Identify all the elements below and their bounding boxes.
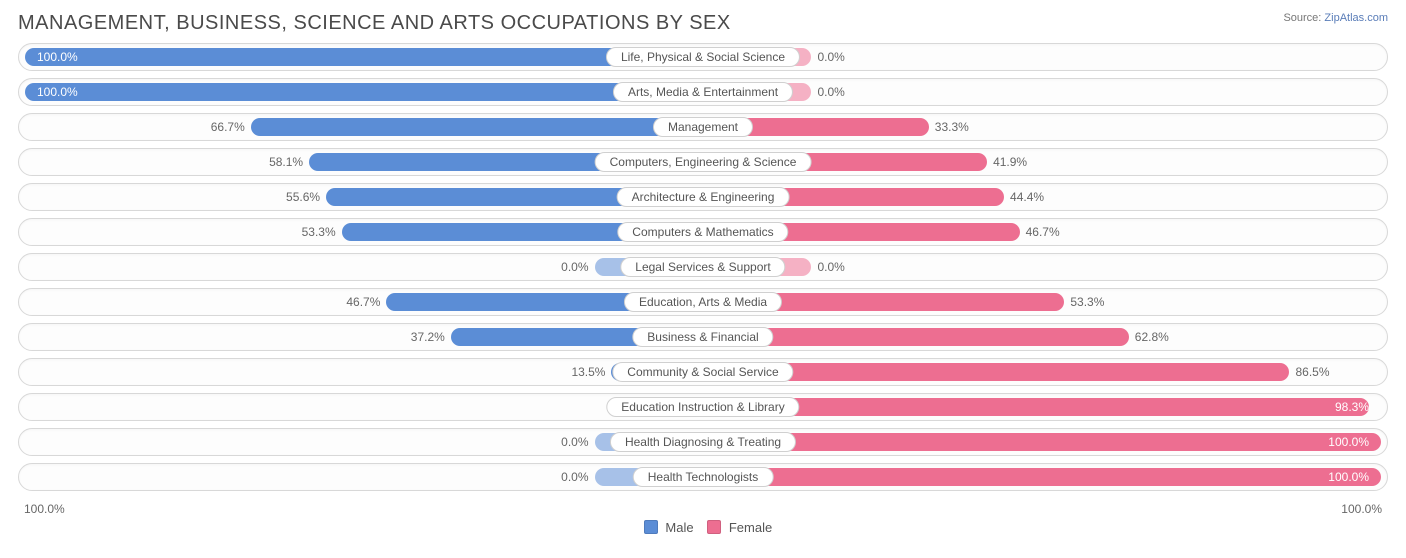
- occupations-chart: 100.0% 0.0% Life, Physical & Social Scienc…: [18, 43, 1388, 491]
- female-swatch: [707, 520, 721, 534]
- legend-male-label: Male: [665, 520, 693, 535]
- category-label: Computers & Mathematics: [617, 222, 788, 242]
- male-value: 100.0%: [37, 50, 78, 64]
- male-value: 0.0%: [561, 435, 588, 449]
- female-value: 0.0%: [817, 260, 844, 274]
- male-value: 13.5%: [571, 365, 605, 379]
- chart-row: 0.0% 100.0% Health Diagnosing & Treating: [18, 428, 1388, 456]
- axis-right-label: 100.0%: [1341, 502, 1382, 516]
- female-value: 62.8%: [1135, 330, 1169, 344]
- male-value: 100.0%: [37, 85, 78, 99]
- male-value: 58.1%: [269, 155, 303, 169]
- axis-left-label: 100.0%: [24, 502, 65, 516]
- category-label: Arts, Media & Entertainment: [613, 82, 793, 102]
- source-site: ZipAtlas.com: [1324, 12, 1388, 24]
- female-value: 33.3%: [935, 120, 969, 134]
- female-value: 100.0%: [1328, 435, 1369, 449]
- male-value: 55.6%: [286, 190, 320, 204]
- male-swatch: [644, 520, 658, 534]
- chart-row: 37.2% 62.8% Business & Financial: [18, 323, 1388, 351]
- female-value: 98.3%: [1335, 400, 1369, 414]
- female-bar: [703, 468, 1381, 486]
- category-label: Education Instruction & Library: [606, 397, 799, 417]
- male-bar: [251, 118, 703, 136]
- female-value: 0.0%: [817, 85, 844, 99]
- chart-row: 1.8%98.3%Education Instruction & Library: [18, 393, 1388, 421]
- male-value: 46.7%: [346, 295, 380, 309]
- male-value: 0.0%: [561, 260, 588, 274]
- male-value: 53.3%: [302, 225, 336, 239]
- female-value: 44.4%: [1010, 190, 1044, 204]
- category-label: Computers, Engineering & Science: [595, 152, 812, 172]
- chart-row: 13.5% 86.5% Community & Social Service: [18, 358, 1388, 386]
- male-bar: [25, 48, 703, 66]
- chart-row: 58.1% 41.9% Computers, Engineering & Scien…: [18, 148, 1388, 176]
- female-bar: [703, 433, 1381, 451]
- category-label: Business & Financial: [632, 327, 773, 347]
- female-value: 100.0%: [1328, 470, 1369, 484]
- category-label: Architecture & Engineering: [617, 187, 790, 207]
- female-value: 0.0%: [817, 50, 844, 64]
- chart-row: 66.7% 33.3% Management: [18, 113, 1388, 141]
- category-label: Education, Arts & Media: [624, 292, 782, 312]
- chart-row: 0.0% 0.0% Legal Services & Support: [18, 253, 1388, 281]
- source-label: Source:: [1283, 12, 1321, 24]
- category-label: Community & Social Service: [612, 362, 793, 382]
- category-label: Life, Physical & Social Science: [606, 47, 800, 67]
- x-axis: 100.0% 100.0%: [18, 498, 1388, 516]
- male-value: 37.2%: [411, 330, 445, 344]
- male-bar: [25, 83, 703, 101]
- category-label: Management: [653, 117, 753, 137]
- chart-row: 100.0% 0.0% Life, Physical & Social Scienc…: [18, 43, 1388, 71]
- female-value: 53.3%: [1070, 295, 1104, 309]
- male-value: 0.0%: [561, 470, 588, 484]
- chart-row: 53.3% 46.7% Computers & Mathematics: [18, 218, 1388, 246]
- chart-row: 46.7% 53.3% Education, Arts & Media: [18, 288, 1388, 316]
- source-attribution: Source: ZipAtlas.com: [1283, 12, 1388, 24]
- chart-header: MANAGEMENT, BUSINESS, SCIENCE AND ARTS O…: [18, 12, 1388, 35]
- category-label: Health Diagnosing & Treating: [610, 432, 796, 452]
- legend-female-label: Female: [729, 520, 772, 535]
- female-value: 41.9%: [993, 155, 1027, 169]
- chart-row: 55.6% 44.4% Architecture & Engineering: [18, 183, 1388, 211]
- female-bar: [703, 398, 1369, 416]
- male-value: 66.7%: [211, 120, 245, 134]
- chart-row: 100.0% 0.0% Arts, Media & Entertainment: [18, 78, 1388, 106]
- chart-title: MANAGEMENT, BUSINESS, SCIENCE AND ARTS O…: [18, 12, 731, 35]
- female-value: 86.5%: [1295, 365, 1329, 379]
- legend: Male Female: [18, 520, 1388, 535]
- female-value: 46.7%: [1026, 225, 1060, 239]
- category-label: Health Technologists: [633, 467, 774, 487]
- chart-row: 0.0% 100.0% Health Technologists: [18, 463, 1388, 491]
- category-label: Legal Services & Support: [620, 257, 785, 277]
